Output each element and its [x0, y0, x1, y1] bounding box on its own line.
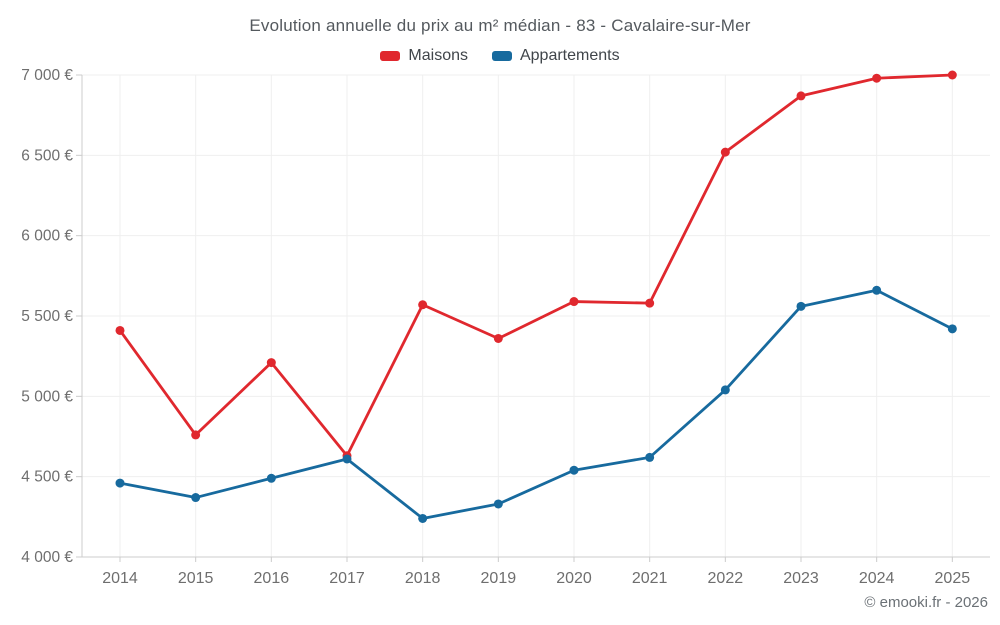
x-tick-label-2015: 2015: [178, 570, 214, 587]
copyright-text: © emooki.fr - 2026: [864, 594, 988, 611]
x-tick-label-2024: 2024: [859, 570, 895, 587]
data-point-appartements-2020[interactable]: [569, 465, 579, 475]
chart-title: Evolution annuelle du prix au m² médian …: [249, 16, 751, 35]
y-tick-label-6000: 6 000 €: [21, 228, 73, 245]
data-point-maisons-2021[interactable]: [645, 298, 655, 308]
x-tick-label-2017: 2017: [329, 570, 365, 587]
data-point-maisons-2018[interactable]: [418, 300, 428, 310]
y-tick-label-4500: 4 500 €: [21, 469, 73, 486]
x-tick-label-2021: 2021: [632, 570, 668, 587]
data-point-maisons-2024[interactable]: [872, 73, 882, 83]
legend-swatch-appartements-icon: [491, 51, 512, 61]
data-point-appartements-2014[interactable]: [115, 478, 125, 488]
data-point-appartements-2024[interactable]: [872, 285, 882, 295]
data-point-maisons-2023[interactable]: [796, 91, 806, 101]
x-tick-label-2016: 2016: [254, 570, 290, 587]
data-point-appartements-2017[interactable]: [342, 454, 352, 464]
data-point-appartements-2016[interactable]: [266, 473, 276, 483]
legend-item-appartements[interactable]: Appartements: [491, 47, 620, 65]
legend-label-maisons: Maisons: [408, 47, 468, 64]
x-tick-label-2022: 2022: [708, 570, 744, 587]
y-tick-label-4000: 4 000 €: [21, 549, 73, 566]
data-point-maisons-2020[interactable]: [569, 297, 579, 307]
data-point-maisons-2022[interactable]: [720, 147, 730, 157]
data-point-appartements-2019[interactable]: [493, 499, 503, 509]
legend-swatch-maisons-icon: [380, 51, 401, 61]
data-point-maisons-2014[interactable]: [115, 325, 125, 335]
y-tick-label-7000: 7 000 €: [21, 67, 73, 84]
data-point-maisons-2025[interactable]: [947, 70, 957, 80]
y-tick-label-6500: 6 500 €: [21, 147, 73, 164]
y-tick-label-5500: 5 500 €: [21, 308, 73, 325]
legend-item-maisons[interactable]: Maisons: [380, 47, 468, 65]
data-point-appartements-2021[interactable]: [645, 452, 655, 462]
x-tick-label-2014: 2014: [102, 570, 138, 587]
data-point-appartements-2025[interactable]: [947, 324, 957, 334]
legend-label-appartements: Appartements: [519, 47, 620, 64]
x-tick-label-2023: 2023: [783, 570, 819, 587]
x-tick-label-2019: 2019: [481, 570, 517, 587]
data-point-maisons-2016[interactable]: [266, 358, 276, 368]
series-line-maisons: [118, 73, 954, 458]
data-point-appartements-2023[interactable]: [796, 301, 806, 311]
series-line-appartements: [118, 288, 954, 520]
data-point-maisons-2015[interactable]: [191, 430, 201, 440]
data-point-maisons-2019[interactable]: [493, 333, 503, 343]
x-tick-label-2025: 2025: [935, 570, 971, 587]
data-point-appartements-2018[interactable]: [418, 513, 428, 523]
chart-legend: Maisons Appartements: [0, 45, 1000, 67]
x-tick-label-2020: 2020: [556, 570, 592, 587]
data-point-appartements-2015[interactable]: [191, 493, 201, 503]
y-tick-label-5000: 5 000 €: [21, 388, 73, 405]
data-point-appartements-2022[interactable]: [720, 385, 730, 395]
x-tick-label-2018: 2018: [405, 570, 441, 587]
